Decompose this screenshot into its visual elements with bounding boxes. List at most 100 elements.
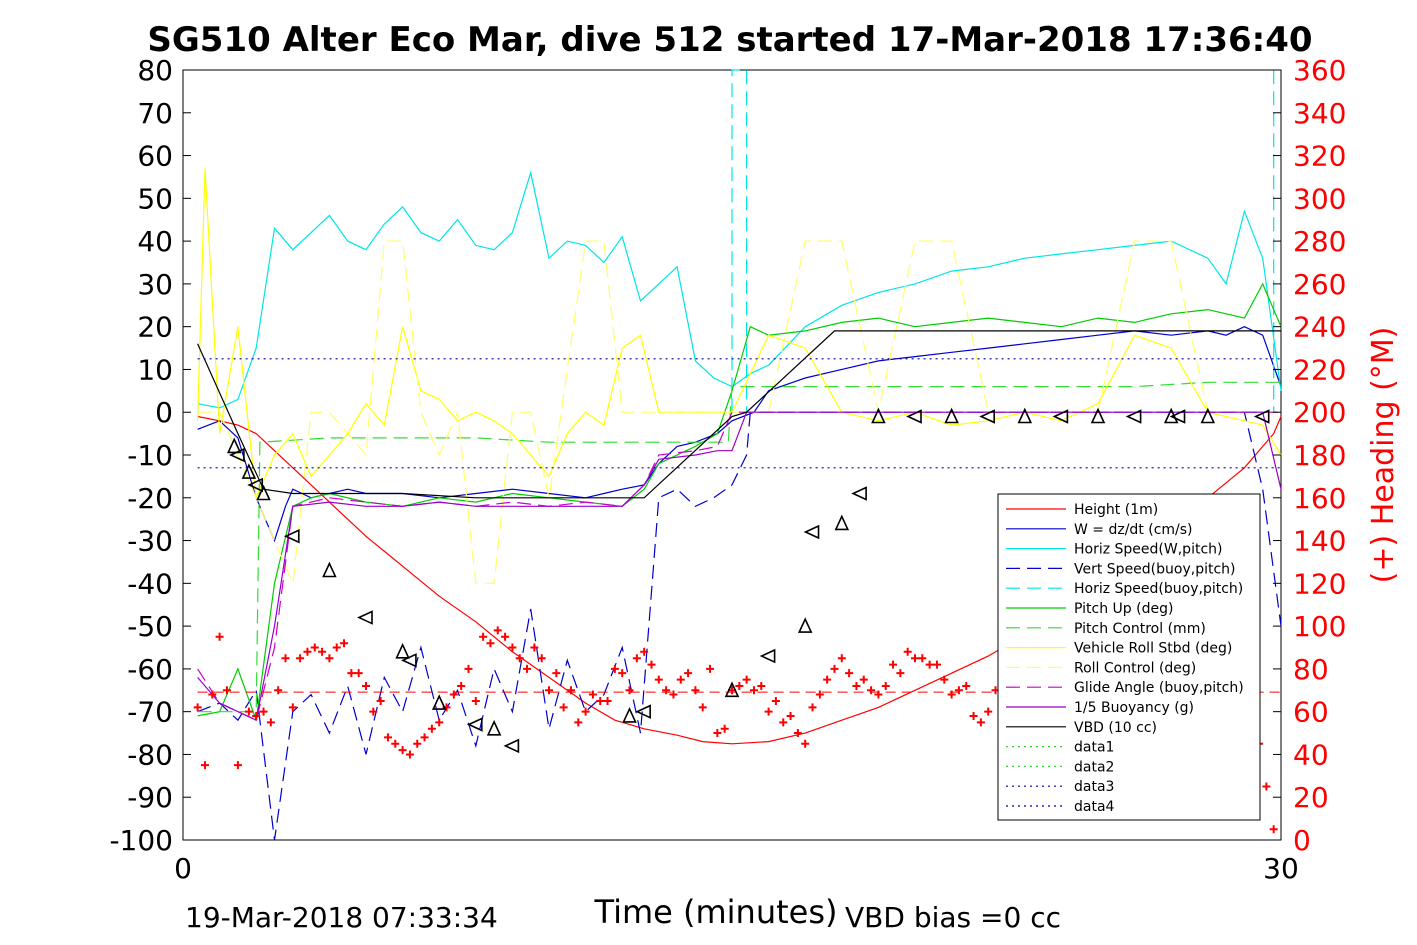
heading-point — [479, 632, 488, 641]
triangle-marker — [1090, 407, 1106, 424]
heading-point — [603, 696, 612, 705]
heading-point — [581, 707, 590, 716]
heading-point — [889, 660, 898, 669]
legend-label: Roll Control (deg) — [1074, 660, 1196, 676]
y2-tick-label: 360 — [1293, 54, 1346, 87]
series-line-6 — [197, 381, 1281, 713]
legend-label: Vehicle Roll Stbd (deg) — [1074, 641, 1232, 657]
heading-point — [347, 669, 356, 678]
heading-point — [881, 682, 890, 690]
legend-label: Vert Speed(buoy,pitch) — [1074, 561, 1236, 577]
y2-tick-label: 180 — [1293, 439, 1346, 472]
legend-label: data1 — [1074, 740, 1114, 756]
heading-point — [676, 675, 685, 684]
heading-point — [764, 707, 773, 716]
heading-point — [610, 664, 619, 673]
legend-label: Horiz Speed(W,pitch) — [1074, 542, 1222, 558]
triangle-marker — [466, 717, 483, 732]
y2-tick-label: 320 — [1293, 140, 1346, 173]
heading-point — [735, 682, 744, 690]
triangle-marker — [1017, 407, 1033, 424]
legend: Height (1m) W = dz/dt (cm/s) Horiz Speed(W… — [997, 493, 1261, 821]
triangle-marker — [283, 529, 300, 544]
triangle-marker — [803, 524, 820, 540]
triangle-marker — [395, 642, 410, 659]
heading-point — [266, 718, 275, 727]
heading-point — [793, 729, 802, 738]
y2-tick-label: 340 — [1293, 97, 1346, 130]
y2-tick-label: 80 — [1293, 653, 1329, 686]
heading-point — [837, 654, 846, 663]
triangle-marker — [851, 486, 867, 501]
legend-label: Height (1m) — [1074, 502, 1158, 518]
y-tick-label: -90 — [127, 781, 173, 814]
heading-point — [749, 686, 758, 695]
heading-point — [303, 647, 312, 656]
heading-point — [449, 690, 458, 699]
y2-tick-label: 280 — [1293, 225, 1346, 258]
triangle-marker — [256, 484, 271, 501]
heading-point — [369, 707, 378, 716]
heading-point — [398, 746, 407, 755]
heading-point — [757, 682, 766, 690]
y2-tick-label: 60 — [1293, 696, 1329, 729]
triangle-marker — [906, 409, 922, 424]
footer-vbd-bias: VBD bias =0 cc — [845, 901, 1061, 934]
heading-point — [281, 654, 290, 663]
heading-point — [501, 632, 510, 641]
y2-tick-label: 140 — [1293, 525, 1346, 558]
heading-point — [706, 664, 715, 673]
heading-point — [332, 643, 341, 652]
heading-point — [859, 675, 868, 684]
triangle-marker — [1169, 409, 1186, 424]
heading-point — [552, 669, 561, 678]
heading-point — [464, 664, 473, 673]
triangle-marker — [871, 407, 886, 424]
triangle-marker — [1125, 409, 1142, 424]
heading-point — [1262, 782, 1271, 791]
y-tick-label: 40 — [137, 225, 173, 258]
heading-point — [669, 690, 678, 699]
heading-point — [962, 682, 971, 690]
legend-label: Pitch Control (mm) — [1074, 621, 1206, 637]
heading-point — [515, 654, 524, 663]
heading-point — [640, 647, 649, 656]
heading-point — [383, 733, 392, 742]
heading-point — [911, 654, 919, 663]
heading-point — [252, 711, 261, 720]
triangle-marker — [759, 648, 776, 664]
y-tick-label: -20 — [127, 482, 173, 515]
chart-title: SG510 Alter Eco Mar, dive 512 started 17… — [147, 20, 1312, 60]
heading-point — [808, 703, 817, 712]
heading-point — [771, 696, 780, 705]
legend-label: data3 — [1074, 779, 1114, 795]
heading-point — [427, 724, 436, 733]
heading-point — [435, 718, 444, 727]
heading-point — [867, 686, 876, 695]
series-line-11 — [197, 330, 1281, 499]
heading-point — [493, 626, 502, 635]
triangle-marker — [979, 409, 995, 424]
heading-point — [244, 707, 253, 716]
heading-point — [632, 654, 641, 663]
heading-point — [318, 647, 327, 656]
heading-point — [742, 675, 751, 684]
heading-point — [984, 707, 993, 716]
heading-point — [376, 696, 385, 705]
heading-point — [340, 639, 349, 648]
footer-timestamp: 19-Mar-2018 07:33:34 — [185, 901, 498, 934]
heading-point — [413, 739, 422, 748]
triangle-marker — [226, 437, 242, 454]
heading-point — [801, 739, 810, 748]
triangle-marker — [431, 694, 447, 710]
heading-point — [845, 669, 854, 678]
legend-label: data4 — [1074, 799, 1115, 815]
heading-point — [932, 660, 941, 669]
heading-point — [969, 711, 978, 720]
heading-point — [566, 686, 575, 695]
heading-point — [903, 647, 912, 656]
heading-point — [259, 707, 268, 716]
heading-point — [288, 703, 297, 712]
y2-tick-label: 220 — [1293, 353, 1346, 386]
y2-tick-label: 200 — [1293, 396, 1346, 429]
